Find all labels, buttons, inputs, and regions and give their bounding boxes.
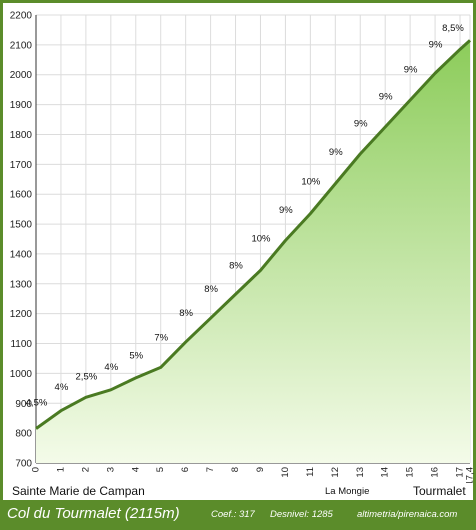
x-tick-label: 8 [230, 467, 241, 472]
x-tick-label: 13 [355, 467, 366, 478]
y-tick-label: 1100 [10, 339, 32, 350]
altitude-profile-chart: 7008009001000110012001300140015001600170… [10, 11, 476, 484]
gradient-label: 4% [55, 382, 69, 393]
x-tick-label: 4 [130, 467, 141, 472]
x-tick-label: 12 [330, 467, 341, 478]
gradient-label: 9% [404, 65, 418, 76]
y-tick-label: 1800 [10, 130, 33, 141]
gradient-label: 2,5% [76, 372, 98, 383]
y-tick-label: 2200 [10, 11, 33, 22]
y-tick-label: 700 [15, 459, 32, 470]
y-tick-label: 2000 [10, 70, 33, 81]
place-names-row: Sainte Marie de Campan La Mongie Tourmal… [6, 481, 476, 501]
y-tick-label: 1500 [10, 220, 33, 231]
x-tick-label: 6 [180, 467, 191, 472]
y-tick-label: 1300 [10, 279, 33, 290]
gradient-label: 4,5% [26, 398, 48, 409]
y-tick-label: 800 [15, 429, 32, 440]
gradient-label: 4% [104, 362, 118, 373]
x-tick-label: 14 [380, 467, 391, 478]
gradient-label: 7% [154, 333, 168, 344]
x-tick-label: 9 [255, 467, 266, 472]
gradient-label: 9% [329, 147, 343, 158]
gradient-label: 8,5% [442, 23, 464, 34]
elevation-area [36, 40, 470, 464]
x-tick-label: 2 [80, 467, 91, 472]
x-tick-label: 1 [55, 467, 66, 472]
x-tick-label: 5 [155, 467, 166, 472]
x-tick-label: 16 [430, 467, 441, 478]
gradient-label: 9% [379, 92, 393, 103]
elevation-line [35, 39, 472, 430]
place-la-mongie: La Mongie [325, 486, 370, 497]
x-tick-label: 10 [280, 467, 291, 478]
x-tick-label: 17,4 [465, 467, 476, 483]
y-axis-labels: 700 800 900 1000 1100 1200 1300 1400 1500 1600 170… [10, 11, 33, 470]
gradient-labels: 4,5% 4% 2,5% 4% 5% 7% 8% 8% 8% 10% 9% 10% 9% 9% 9% 9% 9%… [26, 23, 465, 409]
place-start: Sainte Marie de Campan [12, 484, 145, 498]
gradient-label: 9% [429, 39, 443, 50]
footer-title: Col du Tourmalet (2115m) [7, 505, 180, 522]
x-tick-label: 0 [31, 467, 42, 472]
footer-site: altimetria/pirenaica.com [357, 509, 458, 520]
gradient-label: 5% [129, 351, 143, 362]
x-tick-label: 17 [455, 467, 466, 478]
y-tick-label: 1400 [10, 249, 33, 260]
y-tick-label: 1700 [10, 160, 33, 171]
y-tick-label: 1200 [10, 309, 33, 320]
footer-coef: Coef.: 317 [211, 509, 255, 520]
x-tick-label: 7 [205, 467, 216, 472]
footer-bar: Col du Tourmalet (2115m) Coef.: 317 Desn… [0, 500, 476, 530]
x-tick-label: 15 [405, 467, 416, 478]
y-tick-label: 1600 [10, 190, 33, 201]
gradient-label: 10% [251, 233, 271, 244]
place-end: Tourmalet [413, 484, 466, 498]
gradient-label: 10% [301, 177, 321, 188]
gradient-label: 9% [279, 205, 293, 216]
gradient-label: 8% [229, 260, 243, 271]
footer-desnivel: Desnivel: 1285 [270, 509, 333, 520]
x-tick-label: 11 [305, 467, 316, 477]
y-tick-label: 900 [15, 399, 32, 410]
gradient-label: 8% [204, 284, 218, 295]
y-tick-label: 1000 [10, 369, 33, 380]
gradient-label: 9% [354, 118, 368, 129]
gradient-label: 8% [179, 308, 193, 319]
y-tick-label: 1900 [10, 100, 33, 111]
x-tick-label: 3 [105, 467, 116, 472]
y-tick-label: 2100 [10, 40, 33, 51]
